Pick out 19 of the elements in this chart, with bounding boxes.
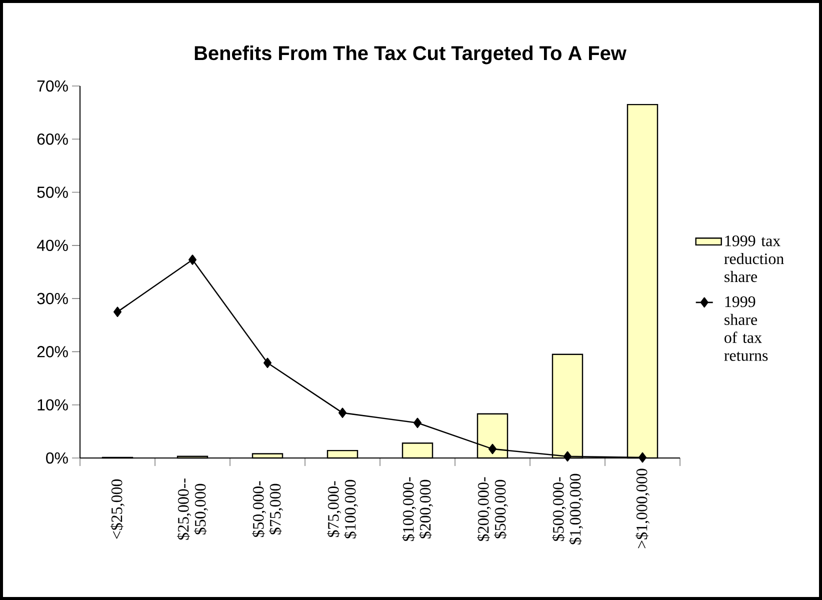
x-tick-label: $500,000- $1,000,000 bbox=[552, 474, 583, 544]
y-tick-label: 60% bbox=[37, 133, 68, 145]
y-tick-label: 30% bbox=[37, 292, 68, 304]
y-tick-label: 70% bbox=[37, 80, 68, 92]
legend-label: 1999 tax reduction share bbox=[724, 236, 784, 282]
y-tick-label: 50% bbox=[37, 186, 68, 198]
chart-title: Benefits From The Tax Cut Targeted To A Few bbox=[194, 46, 626, 64]
legend-label: 1999 share of tax returns bbox=[724, 296, 768, 361]
x-tick-label: <$25,000 bbox=[110, 479, 125, 539]
x-tick-label: >$1,000,000 bbox=[636, 468, 650, 548]
x-tick-label: $50,000- $75,000 bbox=[252, 481, 283, 538]
y-tick-label: 20% bbox=[37, 346, 68, 358]
x-tick-label: $200,000- $500,000 bbox=[477, 477, 508, 542]
x-tick-label: $25,000-- $50,000 bbox=[177, 478, 208, 540]
x-tick-label: $100,000- $200,000 bbox=[402, 477, 433, 542]
x-tick-label: $75,000- $100,000 bbox=[327, 480, 358, 538]
y-tick-label: 0% bbox=[46, 452, 68, 464]
y-tick-label: 10% bbox=[38, 399, 68, 410]
y-tick-label: 40% bbox=[36, 240, 68, 252]
